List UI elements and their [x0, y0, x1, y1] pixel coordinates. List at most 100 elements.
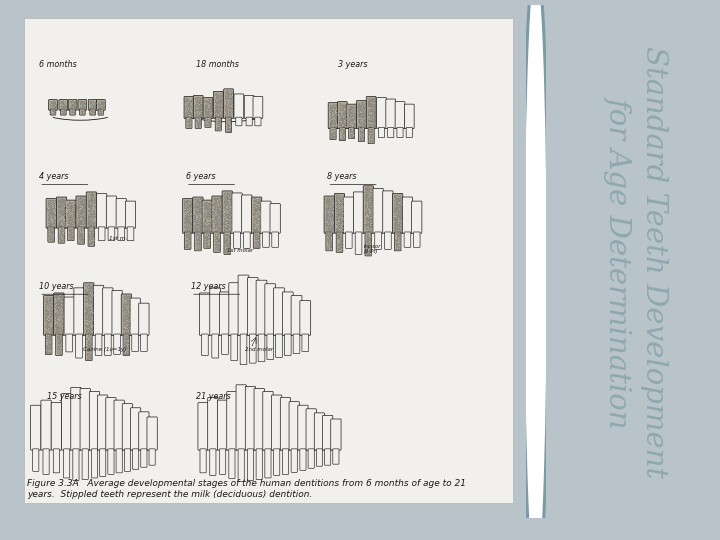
Point	[47, 99, 58, 107]
Point	[359, 112, 370, 120]
Point	[184, 114, 196, 123]
Point	[390, 204, 402, 213]
Point	[53, 218, 65, 226]
Point	[216, 108, 228, 117]
Point	[213, 102, 225, 111]
Point	[389, 194, 400, 202]
Point	[46, 293, 58, 301]
Point	[54, 198, 66, 206]
Point	[199, 201, 211, 210]
Point	[58, 220, 69, 228]
Point	[201, 222, 212, 231]
Point	[249, 233, 261, 241]
Point	[55, 301, 66, 309]
Point	[192, 99, 204, 107]
Point	[220, 104, 231, 112]
Point	[194, 225, 206, 234]
Point	[363, 105, 374, 114]
Point	[336, 235, 347, 244]
Point	[96, 98, 107, 106]
Point	[190, 93, 202, 102]
Point	[42, 298, 54, 307]
Point	[84, 348, 95, 356]
Point	[202, 107, 213, 116]
Point	[191, 218, 202, 227]
Point	[53, 338, 65, 347]
Point	[53, 295, 64, 304]
Point	[365, 194, 377, 202]
Point	[340, 119, 351, 127]
Point	[189, 215, 201, 224]
Point	[325, 114, 336, 123]
Point	[77, 104, 89, 112]
Point	[252, 206, 264, 215]
Point	[86, 309, 97, 318]
Point	[337, 105, 348, 114]
Point	[50, 320, 62, 328]
Point	[180, 102, 192, 110]
Point	[390, 197, 401, 206]
Point	[360, 184, 372, 193]
Point	[332, 200, 343, 209]
Point	[218, 224, 230, 233]
Point	[87, 103, 99, 112]
Point	[204, 221, 215, 230]
Point	[391, 242, 402, 251]
Point	[45, 97, 57, 106]
Point	[336, 107, 348, 116]
Point	[221, 230, 233, 239]
Point	[209, 198, 220, 206]
Point	[363, 212, 374, 220]
Point	[64, 97, 76, 106]
Point	[120, 318, 132, 327]
Point	[326, 197, 338, 205]
FancyBboxPatch shape	[291, 449, 297, 472]
Point	[76, 217, 87, 226]
Point	[359, 203, 371, 212]
Point	[181, 98, 193, 107]
Point	[122, 313, 134, 322]
Point	[43, 306, 55, 315]
Point	[212, 93, 224, 102]
Point	[204, 199, 215, 207]
Point	[224, 189, 235, 198]
Point	[210, 199, 222, 208]
Point	[123, 325, 135, 333]
Point	[219, 191, 230, 200]
Point	[44, 212, 55, 221]
Point	[364, 122, 376, 131]
Point	[184, 211, 196, 219]
Point	[204, 212, 216, 220]
Point	[220, 101, 231, 110]
Point	[249, 204, 261, 213]
Point	[63, 215, 75, 224]
Point	[340, 105, 351, 114]
Point	[357, 126, 369, 134]
Point	[55, 195, 66, 204]
Point	[189, 221, 200, 230]
Point	[74, 97, 86, 105]
Point	[213, 120, 225, 129]
Point	[54, 338, 66, 346]
Point	[183, 218, 194, 227]
Point	[86, 238, 97, 247]
Point	[221, 190, 233, 198]
Point	[182, 197, 194, 206]
Point	[204, 104, 216, 112]
Point	[182, 100, 194, 109]
Point	[366, 211, 377, 220]
Point	[393, 220, 405, 228]
FancyBboxPatch shape	[355, 232, 362, 254]
Point	[217, 200, 229, 208]
Point	[327, 114, 338, 123]
Point	[326, 218, 338, 226]
Point	[325, 103, 337, 111]
Point	[79, 208, 91, 217]
Point	[221, 103, 233, 112]
Point	[251, 217, 263, 226]
Point	[334, 114, 346, 123]
Point	[210, 111, 222, 119]
Point	[83, 211, 94, 220]
Point	[54, 298, 66, 306]
Point	[325, 200, 336, 208]
